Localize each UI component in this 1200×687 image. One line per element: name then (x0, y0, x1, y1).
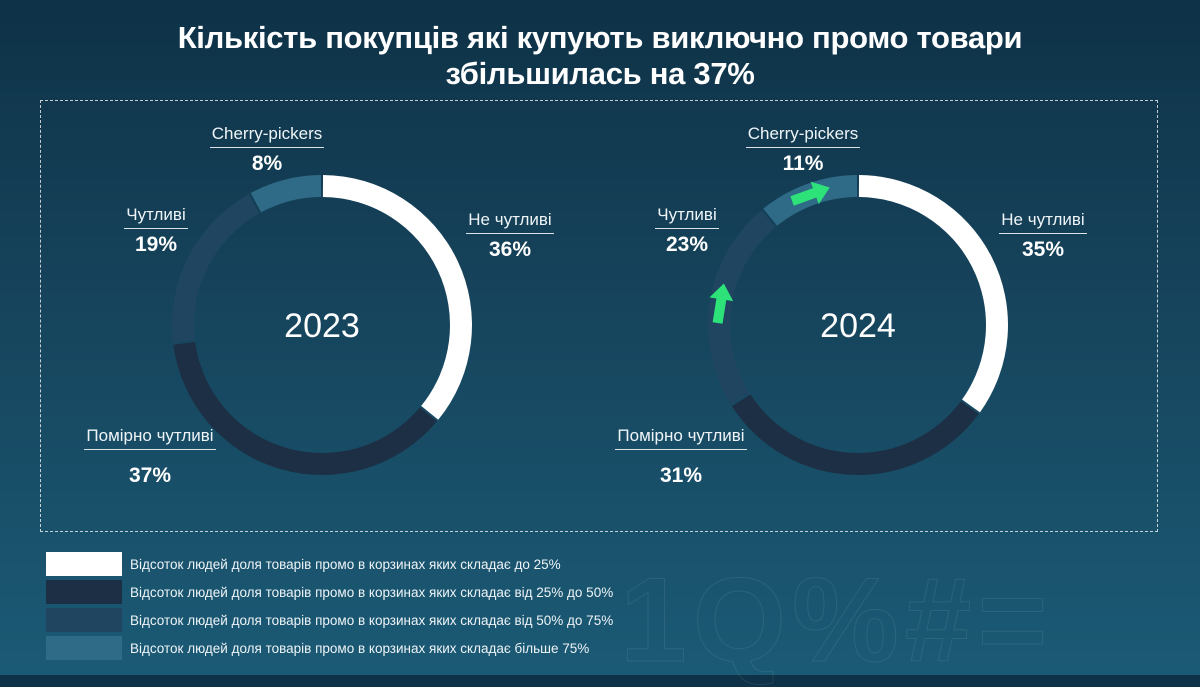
label-name: Не чутливі (466, 210, 554, 234)
donut-slice-2024-not_sensitive (858, 175, 1008, 413)
label-name: Чутливі (124, 205, 188, 229)
label-name: Помірно чутливі (615, 426, 747, 450)
donut-slice-2023-cherry (250, 175, 322, 213)
legend-text: Відсоток людей доля товарів промо в корз… (130, 556, 561, 572)
legend-text: Відсоток людей доля товарів промо в корз… (130, 640, 590, 656)
donut-year-label: 2024 (820, 307, 896, 345)
label-2023-moderate: Помірно чутливі 37% (70, 426, 230, 488)
label-value: 8% (251, 152, 283, 175)
label-name: Не чутливі (999, 210, 1087, 234)
chart-title: Кількість покупців які купують виключно … (0, 20, 1200, 92)
legend-item: Відсоток людей доля товарів промо в корз… (46, 634, 613, 662)
legend-text: Відсоток людей доля товарів промо в корз… (130, 612, 614, 628)
label-value: 35% (1021, 238, 1065, 261)
legend-item: Відсоток людей доля товарів промо в корз… (46, 578, 613, 606)
legend-item: Відсоток людей доля товарів промо в корз… (46, 606, 613, 634)
legend: Відсоток людей доля товарів промо в корз… (46, 550, 613, 662)
label-2023-sensitive: Чутливі 19% (106, 205, 206, 257)
donut-slice-2024-sensitive (708, 210, 776, 405)
label-2023-cherry: Cherry-pickers 8% (197, 124, 337, 176)
legend-swatch (46, 608, 122, 632)
donut-slice-2024-cherry (763, 175, 858, 226)
charts-frame (40, 100, 1158, 532)
label-value: 36% (488, 238, 532, 261)
legend-text: Відсоток людей доля товарів промо в корз… (130, 584, 614, 600)
label-2024-not-sensitive: Не чутливі 35% (988, 210, 1098, 262)
title-line-1: Кількість покупців які купують виключно … (177, 20, 1023, 55)
label-name: Cherry-pickers (209, 124, 325, 148)
title-line-2: збільшилась на 37% (445, 56, 755, 91)
legend-swatch (46, 580, 122, 604)
donut-slice-2023-moderate (173, 341, 437, 475)
label-value: 11% (782, 152, 824, 175)
legend-swatch (46, 552, 122, 576)
legend-swatch (46, 636, 122, 660)
label-name: Чутливі (655, 205, 719, 229)
donut-slice-2023-sensitive (172, 194, 260, 343)
label-2024-moderate: Помірно чутливі 31% (601, 426, 761, 488)
label-name: Cherry-pickers (745, 124, 861, 148)
label-2024-sensitive: Чутливі 23% (637, 205, 737, 257)
label-value: 19% (134, 233, 178, 256)
label-value: 37% (128, 464, 172, 487)
donut-year-label: 2023 (284, 307, 360, 345)
background-decoration: 1Q%#= (620, 553, 1054, 687)
donut-slice-2024-moderate (731, 394, 979, 475)
label-2023-not-sensitive: Не чутливі 36% (455, 210, 565, 262)
increase-arrow-icon (810, 181, 830, 205)
donut-slice-2023-not_sensitive (322, 175, 473, 420)
label-name: Помірно чутливі (84, 426, 216, 450)
legend-item: Відсоток людей доля товарів промо в корз… (46, 550, 613, 578)
label-2024-cherry: Cherry-pickers 11% (733, 124, 873, 176)
label-value: 23% (665, 233, 709, 256)
label-value: 31% (659, 464, 703, 487)
increase-arrow-icon (709, 283, 734, 302)
